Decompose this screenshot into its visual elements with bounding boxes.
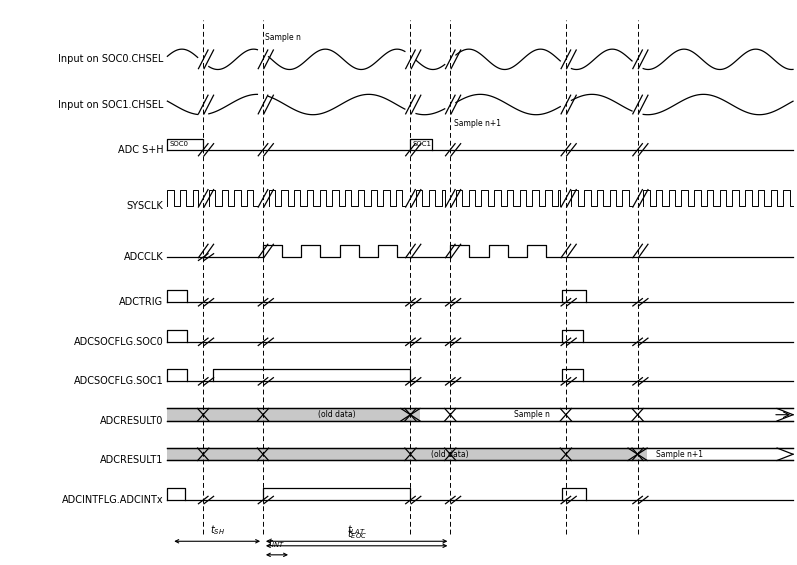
Text: $t_{LAT}$: $t_{LAT}$ xyxy=(347,523,366,537)
Bar xyxy=(647,448,793,460)
Bar xyxy=(420,408,793,421)
Text: SOC1: SOC1 xyxy=(413,141,432,147)
Text: ADCRESULT1: ADCRESULT1 xyxy=(100,455,163,466)
Bar xyxy=(167,408,793,421)
Text: SYSCLK: SYSCLK xyxy=(127,201,163,211)
Text: ADCCLK: ADCCLK xyxy=(124,252,163,262)
Text: Sample n+1: Sample n+1 xyxy=(454,119,501,128)
Text: Input on SOC0.CHSEL: Input on SOC0.CHSEL xyxy=(58,54,163,64)
Text: Sample n: Sample n xyxy=(514,410,550,419)
Text: ADCTRIG: ADCTRIG xyxy=(120,297,163,307)
Text: ADCINTFLG.ADCINTx: ADCINTFLG.ADCINTx xyxy=(61,495,163,505)
Text: Sample n+1: Sample n+1 xyxy=(656,450,702,459)
Bar xyxy=(167,448,793,460)
Text: Input on SOC1.CHSEL: Input on SOC1.CHSEL xyxy=(58,99,163,110)
Text: Sample n: Sample n xyxy=(265,33,300,42)
Text: ADCRESULT0: ADCRESULT0 xyxy=(100,416,163,426)
Text: ADCSOCFLG.SOC0: ADCSOCFLG.SOC0 xyxy=(73,337,163,347)
Text: SOC0: SOC0 xyxy=(170,141,189,147)
Text: ADC S+H: ADC S+H xyxy=(118,145,163,155)
Text: (old data): (old data) xyxy=(318,410,355,419)
Text: $t_{INT}$: $t_{INT}$ xyxy=(269,537,285,550)
Text: $t_{SH}$: $t_{SH}$ xyxy=(210,523,225,537)
Text: (old data): (old data) xyxy=(431,450,469,459)
Text: ADCSOCFLG.SOC1: ADCSOCFLG.SOC1 xyxy=(73,376,163,386)
Text: $t_{EOC}$: $t_{EOC}$ xyxy=(347,528,367,541)
